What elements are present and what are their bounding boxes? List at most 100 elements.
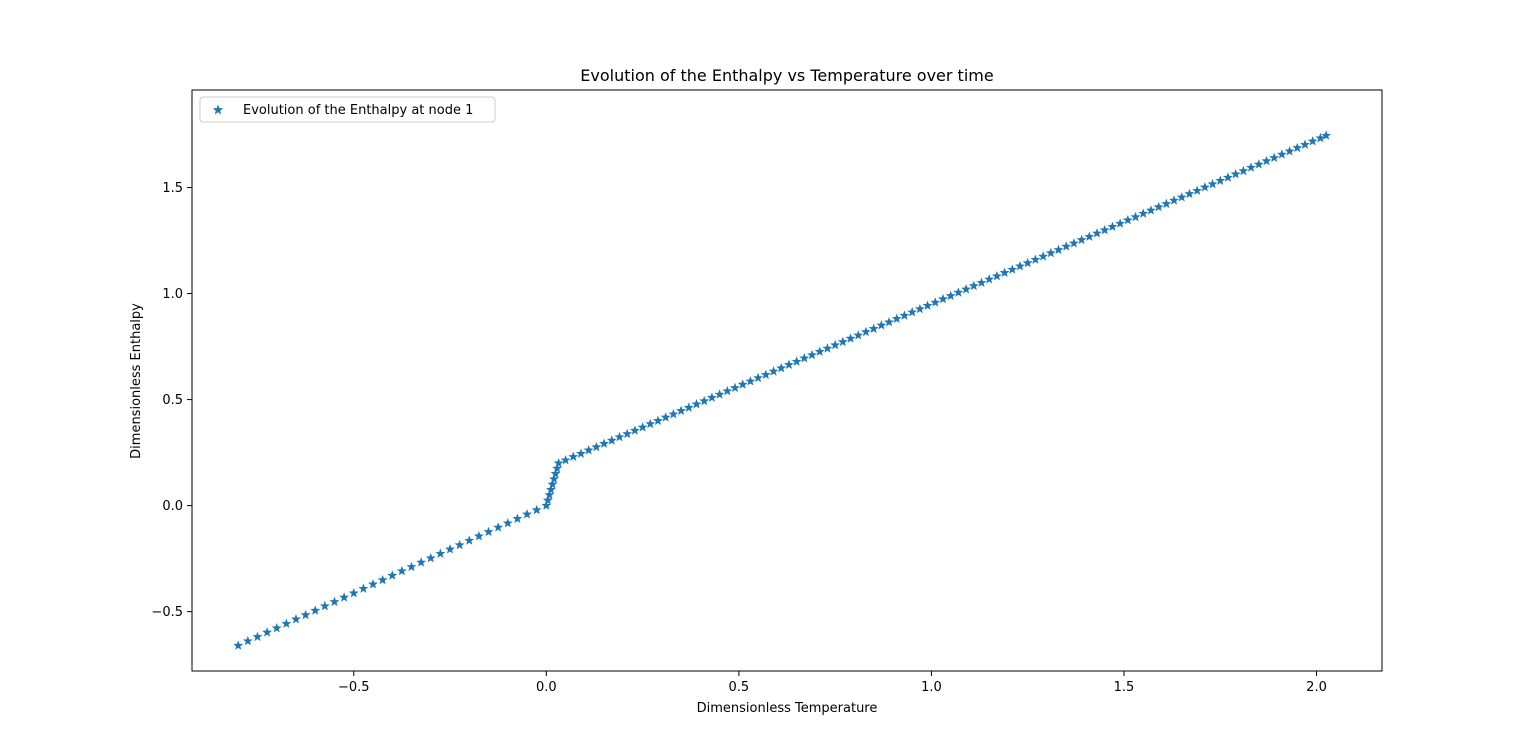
data-point <box>1061 241 1072 251</box>
data-point <box>706 392 717 402</box>
data-point <box>1300 139 1310 149</box>
data-point <box>730 382 740 393</box>
data-point <box>1053 244 1064 255</box>
legend-label: Evolution of the Enthalpy at node 1 <box>243 103 473 118</box>
data-point <box>1169 195 1179 205</box>
data-point <box>464 535 475 545</box>
data-point <box>1022 257 1033 268</box>
data-point <box>776 363 787 373</box>
data-point <box>914 303 925 314</box>
legend: Evolution of the Enthalpy at node 1 <box>199 96 496 123</box>
x-axis-label: Dimensionless Temperature <box>697 701 878 716</box>
data-point <box>768 366 779 376</box>
data-point <box>1315 132 1326 143</box>
data-point <box>522 509 532 519</box>
data-point <box>454 539 465 550</box>
data-point <box>745 376 756 386</box>
data-point <box>968 280 979 291</box>
data-point <box>1207 178 1218 189</box>
legend-box <box>199 96 496 123</box>
data-point <box>1138 208 1149 218</box>
data-point <box>1215 175 1226 185</box>
x-tick-label: 1.5 <box>1114 680 1135 695</box>
data-point <box>300 609 311 620</box>
data-point <box>406 561 417 572</box>
data-point <box>1269 152 1280 163</box>
data-point <box>531 504 542 515</box>
data-point <box>233 640 244 650</box>
data-point <box>845 333 856 343</box>
data-point <box>783 359 794 370</box>
data-point <box>637 422 648 432</box>
data-point <box>1099 224 1110 235</box>
data-point <box>1176 192 1187 202</box>
data-point <box>830 339 841 350</box>
data-point <box>645 418 656 429</box>
data-point <box>961 284 972 294</box>
data-point <box>945 290 956 301</box>
data-point <box>416 557 427 567</box>
data-point <box>891 313 902 323</box>
data-point <box>722 385 733 396</box>
data-point <box>377 574 388 585</box>
x-tick-label: 2.0 <box>1306 680 1327 695</box>
data-point <box>583 445 594 455</box>
data-point <box>899 310 910 320</box>
data-point <box>753 372 764 383</box>
data-point <box>953 287 964 297</box>
data-point <box>396 565 407 576</box>
data-point <box>1130 211 1141 222</box>
data-points <box>233 130 1332 650</box>
y-tick-label: 0.0 <box>162 499 183 514</box>
data-point <box>991 270 1002 281</box>
data-point <box>502 518 513 528</box>
data-point <box>348 587 359 598</box>
data-point <box>576 448 586 458</box>
data-point <box>691 399 702 409</box>
data-point <box>907 307 918 317</box>
x-tick-label: 0.0 <box>536 680 557 695</box>
data-point <box>329 596 340 607</box>
data-point <box>339 592 350 602</box>
data-point <box>853 330 864 340</box>
data-point <box>807 349 817 360</box>
data-point <box>541 500 552 510</box>
y-tick-label: 0.5 <box>162 393 183 408</box>
data-point <box>614 431 625 442</box>
data-point <box>544 489 555 500</box>
data-point <box>358 583 369 593</box>
data-point <box>1253 159 1264 169</box>
data-point <box>242 635 253 646</box>
y-tick-label: 1.5 <box>162 181 183 196</box>
data-point <box>1292 142 1303 153</box>
data-point <box>319 600 330 611</box>
data-point <box>822 343 833 353</box>
data-point <box>699 395 710 406</box>
x-axis: −0.5 0.0 0.5 1.0 1.5 2.0 <box>338 671 1327 695</box>
data-point <box>591 441 602 452</box>
data-point <box>884 316 894 327</box>
data-point <box>1223 172 1233 182</box>
data-point <box>1230 168 1241 179</box>
data-point <box>1045 247 1056 258</box>
data-point <box>1068 238 1079 248</box>
data-point <box>1307 136 1318 146</box>
data-point <box>1122 214 1133 225</box>
data-point <box>310 605 321 615</box>
data-point <box>552 463 563 473</box>
x-tick-label: 0.5 <box>729 680 750 695</box>
data-point <box>606 435 617 445</box>
data-point <box>976 277 987 287</box>
legend-marker-star <box>212 104 224 115</box>
data-point <box>549 473 559 484</box>
data-point <box>668 409 679 419</box>
data-point <box>1015 261 1025 271</box>
data-point <box>542 495 553 505</box>
data-point <box>1092 228 1102 238</box>
data-point <box>1199 182 1210 192</box>
data-point <box>599 438 610 448</box>
data-point <box>1076 234 1087 245</box>
data-point <box>368 579 378 589</box>
data-point <box>737 379 748 389</box>
